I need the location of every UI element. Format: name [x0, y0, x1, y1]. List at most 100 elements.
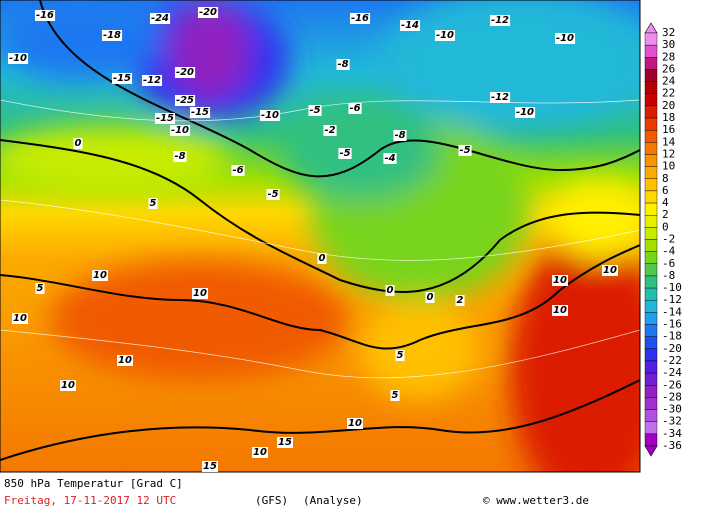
contour-label: -10 — [171, 125, 189, 136]
contour-label: 10 — [553, 275, 567, 286]
contour-label-box — [317, 253, 327, 264]
contour-label-box — [192, 288, 208, 299]
legend-label: -28 — [662, 390, 682, 403]
legend-label: 20 — [662, 99, 675, 112]
contour-label: 0 — [427, 292, 434, 303]
legend-label: 2 — [662, 208, 669, 221]
contour-label: -10 — [261, 110, 279, 121]
legend-swatch — [644, 263, 658, 277]
contour-label-box — [197, 7, 219, 18]
contour-label-box — [308, 105, 322, 116]
contour-label-box — [12, 313, 28, 324]
legend-swatch — [644, 81, 658, 94]
contour-label-box — [455, 295, 465, 306]
legend-label: -30 — [662, 403, 682, 416]
contour-label: -10 — [516, 107, 534, 118]
legend-label: 4 — [662, 196, 669, 209]
legend-swatch — [644, 385, 658, 398]
footer-date: Freitag, 17-11-2017 12 UTC — [4, 494, 176, 507]
contour-label-box — [554, 33, 576, 44]
legend-label: -12 — [662, 293, 682, 306]
contour-label: -18 — [103, 30, 121, 41]
legend-swatch — [644, 154, 658, 167]
contour-label: -20 — [199, 7, 217, 18]
contour-label-box — [141, 75, 163, 86]
contour-label: -12 — [491, 15, 509, 26]
contour-label: -5 — [339, 148, 350, 159]
legend: 32302826242220181614121086420-2-4-6-8-10… — [644, 22, 682, 457]
contour-label: -5 — [267, 189, 278, 200]
contour-label: 10 — [61, 380, 75, 391]
legend-swatch — [644, 227, 658, 240]
footer-model: (GFS) — [255, 494, 288, 507]
legend-swatch — [644, 215, 658, 228]
contour-label-box — [259, 110, 281, 121]
contour-label: 15 — [278, 437, 292, 448]
contour-label: -10 — [9, 53, 27, 64]
contour-label: -16 — [36, 10, 54, 21]
contour-label-box — [149, 13, 171, 24]
contour-label: -8 — [394, 130, 405, 141]
legend-label: 10 — [662, 160, 675, 173]
contour-label: 5 — [150, 198, 157, 209]
contour-label-box — [552, 305, 568, 316]
legend-swatch — [644, 117, 658, 131]
contour-label: 10 — [603, 265, 617, 276]
contour-label: -2 — [324, 125, 335, 136]
legend-swatch — [644, 421, 658, 435]
legend-swatch — [644, 105, 658, 119]
contour-label: 10 — [93, 270, 107, 281]
legend-label: 22 — [662, 87, 675, 100]
contour-label: 2 — [457, 295, 464, 306]
legend-label: 28 — [662, 50, 675, 63]
contour-label: 0 — [319, 253, 326, 264]
contour-label-box — [602, 265, 618, 276]
contour-label-box — [117, 355, 133, 366]
legend-label: 30 — [662, 38, 675, 51]
contour-label-box — [101, 30, 123, 41]
contour-label-box — [458, 145, 472, 156]
contour-label: -12 — [491, 92, 509, 103]
legend-swatch — [644, 300, 658, 313]
map-frame — [0, 0, 641, 473]
contour-label: -8 — [337, 59, 348, 70]
footer-title: 850 hPa Temperatur [Grad C] — [4, 477, 183, 490]
contour-label: -6 — [349, 103, 360, 114]
contour-label-box — [34, 10, 56, 21]
legend-swatch — [644, 142, 658, 155]
contour-label-box — [277, 437, 293, 448]
legend-label: -6 — [662, 257, 675, 270]
legend-swatch — [644, 190, 658, 204]
legend-label: -18 — [662, 330, 682, 343]
contour-label-box — [7, 53, 29, 64]
legend-label: -20 — [662, 342, 682, 355]
legend-swatch — [644, 409, 658, 422]
contour-label-box — [73, 138, 83, 149]
legend-swatch — [644, 44, 658, 58]
contour-label-box — [266, 189, 280, 200]
legend-label: -10 — [662, 281, 682, 294]
contour-label: -16 — [351, 13, 369, 24]
legend-swatch — [644, 202, 658, 216]
contour-label: 10 — [253, 447, 267, 458]
contour-label-box — [349, 13, 371, 24]
contour-label: 5 — [37, 283, 44, 294]
contour-label: -15 — [156, 113, 174, 124]
contour-label-box — [338, 148, 352, 159]
contour-label-box — [92, 270, 108, 281]
legend-label: 14 — [662, 135, 676, 148]
footer-run: (Analyse) — [303, 494, 363, 507]
contour-label: 0 — [387, 285, 394, 296]
legend-arrow-top — [644, 22, 658, 34]
legend-swatch — [644, 239, 658, 252]
legend-swatch — [644, 69, 658, 82]
contour-label-box — [60, 380, 76, 391]
legend-label: -22 — [662, 354, 682, 367]
legend-label: 24 — [662, 75, 676, 88]
contour-label-box — [514, 107, 536, 118]
contour-label-box — [169, 125, 191, 136]
legend-swatch — [644, 360, 658, 374]
contour-label-box — [154, 113, 176, 124]
contour-label-box — [174, 67, 196, 78]
legend-swatch — [644, 397, 658, 410]
